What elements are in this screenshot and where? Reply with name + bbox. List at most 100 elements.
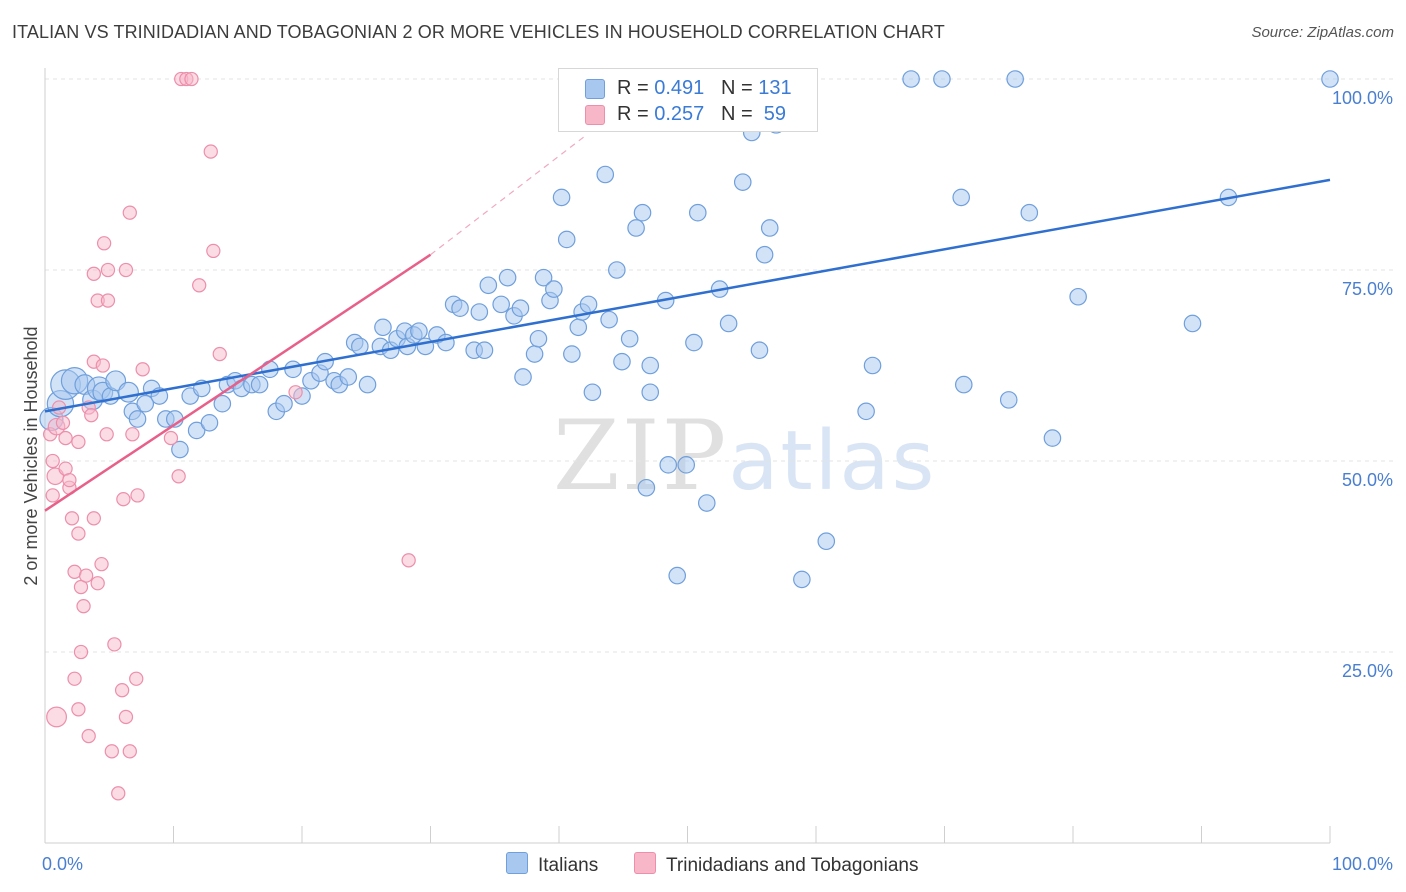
italian-point — [498, 268, 517, 287]
italian-point — [633, 203, 652, 222]
trinidadian-point — [62, 472, 77, 488]
legend-n-label: N = — [720, 77, 753, 99]
trinidadian-point — [86, 511, 101, 526]
trinidadian-point — [58, 430, 73, 446]
chart-title: ITALIAN VS TRINIDADIAN AND TOBAGONIAN 2 … — [12, 22, 945, 42]
italian-point — [511, 299, 530, 317]
italian-point — [351, 337, 369, 356]
italian-point — [793, 570, 811, 589]
trinidadian-point — [118, 262, 134, 278]
italian-point — [954, 375, 973, 394]
gridlines — [45, 78, 1395, 653]
trinidadians-points — [42, 71, 416, 801]
italian-point — [668, 566, 687, 585]
legend-n-value: 131 — [758, 77, 792, 99]
axes — [44, 68, 1331, 844]
italian-point — [187, 421, 206, 440]
trinidadian-point — [212, 346, 227, 362]
bottom-legend-trinidadians[interactable]: Trinidadians and Tobagonians — [634, 852, 918, 877]
italian-point — [637, 478, 656, 497]
italian-point — [557, 230, 576, 249]
italian-point — [863, 356, 882, 375]
trinidadian-point — [122, 205, 137, 220]
trinidadian-point — [78, 568, 94, 583]
trinidadian-point — [135, 362, 150, 377]
italians-points — [39, 70, 1339, 589]
italian-point — [596, 165, 615, 184]
italian-point — [529, 329, 548, 348]
trinidadian-point — [288, 385, 303, 400]
italian-point — [933, 70, 951, 88]
trinidadian-point — [71, 526, 86, 541]
trinidadian-point — [81, 728, 96, 744]
italian-point — [128, 410, 147, 428]
trinidadian-point — [401, 553, 416, 568]
italian-point — [284, 360, 302, 379]
italian-point — [552, 188, 571, 207]
italian-point — [451, 299, 469, 317]
italian-point — [733, 173, 752, 191]
y-tick-label: 25.0% — [1342, 661, 1393, 681]
trinidadian-point — [129, 671, 144, 686]
italian-point — [118, 381, 139, 403]
bottom-legend-swatch-italians — [506, 852, 528, 874]
italian-point — [213, 394, 232, 413]
italian-point — [641, 356, 660, 375]
italian-point — [952, 188, 971, 207]
italian-point — [171, 440, 189, 459]
legend-n-label: N = — [720, 103, 753, 125]
y-tick-label: 100.0% — [1332, 88, 1393, 108]
italian-point — [470, 303, 489, 321]
italian-point — [1183, 314, 1202, 333]
trinidadian-point — [206, 243, 221, 259]
italian-point — [620, 329, 639, 348]
italian-point — [685, 333, 703, 352]
italian-point — [719, 314, 738, 333]
correlation-legend: R = 0.491 N = 131 R = 0.257 N = 59 — [558, 68, 818, 132]
trinidadian-point — [71, 434, 86, 450]
italian-point — [857, 402, 875, 421]
italian-point — [534, 268, 553, 287]
italian-point — [475, 341, 494, 360]
trinidadian-point — [95, 358, 110, 373]
trinidadian-point — [125, 427, 140, 442]
bottom-legend-italians[interactable]: Italians — [506, 852, 598, 877]
italian-point — [659, 456, 678, 474]
bottom-legend-label: Italians — [538, 855, 599, 876]
italian-point — [902, 70, 920, 88]
italian-point — [563, 345, 581, 363]
trinidadian-point — [64, 511, 80, 526]
italian-point — [374, 318, 392, 337]
trinidadian-point — [118, 709, 134, 725]
source-credit: Source: ZipAtlas.com — [1251, 24, 1394, 41]
trinidadian-point — [192, 278, 207, 293]
trinidadian-point — [114, 683, 130, 698]
italian-point — [545, 280, 563, 298]
trinidadian-point — [104, 744, 119, 759]
bottom-legend-swatch-trinidadians — [634, 852, 656, 874]
italian-point — [1020, 203, 1039, 222]
italian-point — [200, 413, 219, 432]
legend-r-label: R = — [617, 103, 649, 125]
italian-point — [579, 295, 598, 314]
trinidadian-point — [45, 453, 60, 469]
axis-labels: 25.0% 50.0% 75.0% 100.0% 0.0% 100.0% 2 or more… — [21, 88, 1393, 874]
trinidadian-point — [76, 598, 91, 614]
italian-point — [1069, 287, 1087, 306]
trinidadian-point — [73, 644, 89, 660]
italian-point — [627, 219, 645, 237]
legend-r-label: R = — [617, 77, 649, 99]
trinidadian-point — [100, 293, 116, 308]
trinidadian-point — [122, 744, 137, 759]
trinidadian-point — [184, 71, 199, 87]
italian-point — [525, 345, 544, 363]
trend-lines — [44, 135, 1331, 512]
x-tick-label: 100.0% — [1332, 854, 1393, 874]
italian-point — [688, 203, 707, 222]
italian-point — [697, 494, 716, 512]
trinidadian-point — [86, 266, 101, 281]
italian-point — [600, 310, 618, 329]
trinidadian-point — [46, 706, 68, 728]
italian-point — [750, 341, 769, 360]
